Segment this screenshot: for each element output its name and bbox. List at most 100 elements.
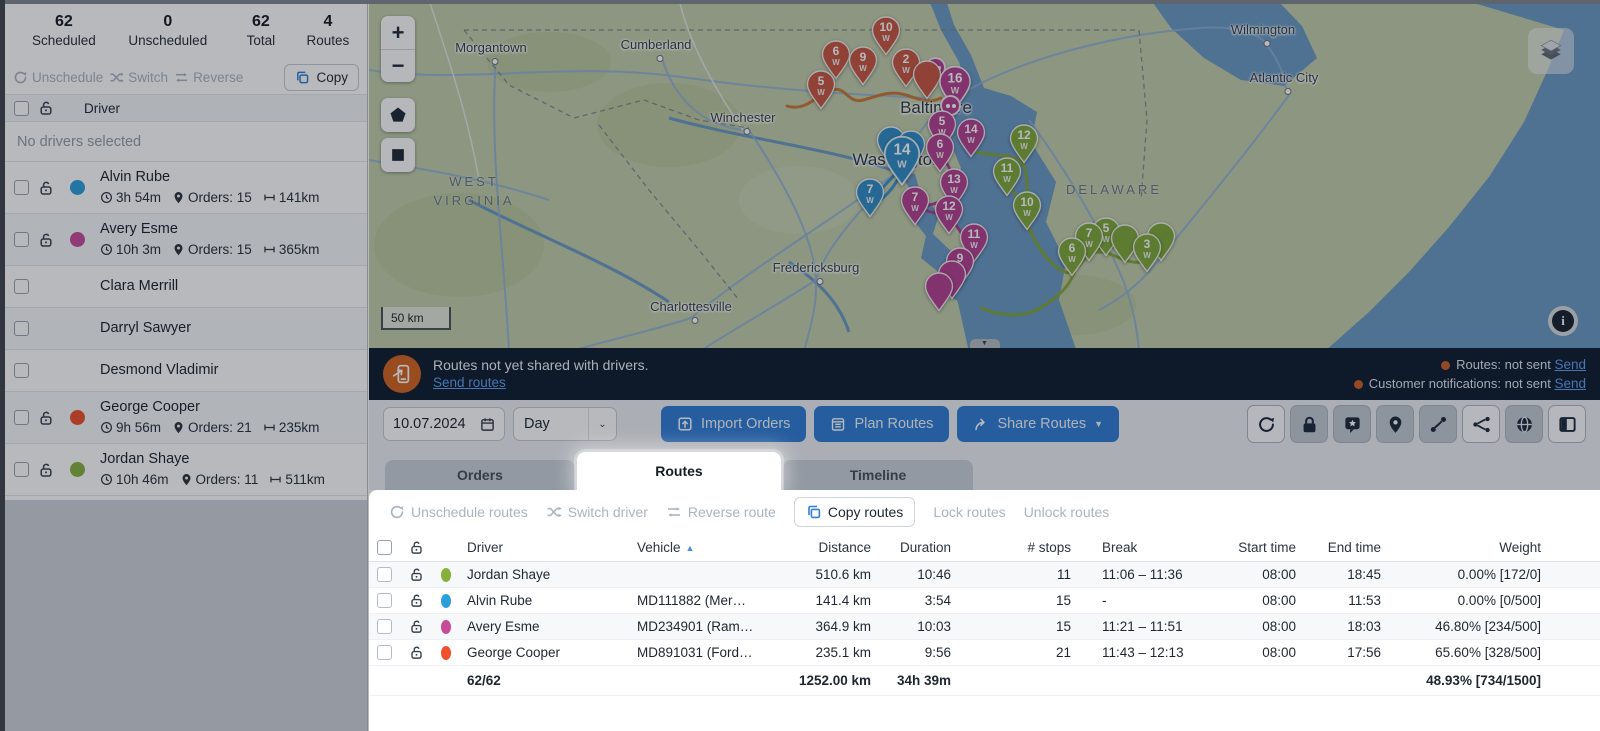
col-stops[interactable]: # stops (1027, 540, 1071, 555)
map-info-button[interactable]: i (1548, 306, 1578, 336)
route-checkbox[interactable] (377, 645, 392, 660)
driver-checkbox[interactable] (14, 232, 29, 247)
driver-row[interactable]: Darryl Sawyer (5, 308, 367, 350)
col-break[interactable]: Break (1102, 540, 1138, 555)
unschedule-routes-button[interactable]: Unschedule routes (389, 504, 528, 520)
route-checkbox[interactable] (377, 567, 392, 582)
flag-bubble-icon (1343, 415, 1362, 434)
route-row[interactable]: Avery Esme MD234901 (Ram… 364.9 km 10:03… (369, 614, 1600, 640)
map-pin[interactable]: 10 W (871, 16, 901, 56)
route-button[interactable] (1419, 405, 1457, 443)
driver-checkbox[interactable] (14, 321, 29, 336)
polygon-select-button[interactable] (381, 98, 415, 132)
switch-driver-button[interactable]: Switch driver (546, 504, 648, 520)
driver-row[interactable]: Avery Esme 10h 3m Orders: 15 365km (5, 214, 367, 266)
map-pin[interactable] (1110, 224, 1140, 264)
reverse-route-button[interactable]: Reverse route (666, 504, 776, 520)
lock-button[interactable] (1290, 405, 1328, 443)
routes-send-link[interactable]: Send (1554, 357, 1586, 372)
import-orders-button[interactable]: Import Orders (661, 406, 807, 442)
route-checkbox[interactable] (377, 619, 392, 634)
driver-checkbox[interactable] (14, 279, 29, 294)
driver-checkbox[interactable] (14, 363, 29, 378)
unlock-icon[interactable] (409, 593, 424, 608)
flag-bubble-button[interactable] (1333, 405, 1371, 443)
map-pin[interactable] (912, 60, 942, 100)
driver-checkbox[interactable] (14, 462, 29, 477)
copy-button[interactable]: Copy (284, 63, 359, 91)
copy-routes-button[interactable]: Copy routes (793, 497, 916, 527)
map-layers-button[interactable] (1528, 28, 1574, 74)
col-vehicle[interactable]: Vehicle ▲ (637, 540, 695, 555)
tab-routes[interactable]: Routes (577, 452, 781, 490)
route-branch-button[interactable] (1462, 405, 1500, 443)
driver-row[interactable]: Desmond Vladimir (5, 350, 367, 392)
plan-routes-button[interactable]: Plan Routes (814, 406, 950, 442)
route-row[interactable]: George Cooper MD891031 (Ford… 235.1 km 9… (369, 640, 1600, 666)
globe-button[interactable] (1505, 405, 1543, 443)
unlock-icon[interactable] (409, 619, 424, 634)
map-pin[interactable] (924, 272, 954, 312)
driver-row[interactable]: George Cooper 9h 56m Orders: 21 235km (5, 392, 367, 444)
map-pin[interactable]: 12 W (934, 195, 964, 235)
map-pin[interactable]: 10 W (1012, 191, 1042, 231)
unlock-icon[interactable] (409, 567, 424, 582)
col-weight[interactable]: Weight (1499, 540, 1541, 555)
reverse-button[interactable]: Reverse (174, 70, 243, 85)
switch-button[interactable]: Switch (109, 70, 168, 85)
city-marker (816, 278, 824, 285)
refresh-button[interactable] (1247, 405, 1285, 443)
zoom-out-button[interactable]: − (381, 49, 415, 82)
side-panel-button[interactable] (1548, 405, 1586, 443)
location-pin-button[interactable] (1376, 405, 1414, 443)
caret-down-icon: ▼ (1094, 419, 1104, 429)
route-row[interactable]: Jordan Shaye 510.6 km 10:46 11 11:06 – 1… (369, 562, 1600, 588)
driver-row[interactable]: Alvin Rube 3h 54m Orders: 15 141km (5, 162, 367, 214)
unlock-icon[interactable] (38, 410, 54, 426)
unlock-icon[interactable] (38, 180, 54, 196)
unschedule-button[interactable]: Unschedule (13, 70, 103, 85)
tab-timeline[interactable]: Timeline (783, 460, 973, 490)
lock-routes-button[interactable]: Lock routes (933, 504, 1005, 520)
date-picker[interactable]: 10.07.2024 (383, 407, 505, 441)
share-routes-button[interactable]: Share Routes ▼ (957, 406, 1120, 442)
send-routes-link[interactable]: Send routes (433, 375, 506, 390)
zoom-in-button[interactable]: + (391, 19, 405, 45)
map-pin[interactable]: 14 W (956, 118, 986, 158)
route-checkbox[interactable] (377, 593, 392, 608)
unlock-routes-button[interactable]: Unlock routes (1024, 504, 1110, 520)
map-pin[interactable]: 12 W (1009, 124, 1039, 164)
route-row[interactable]: Alvin Rube MD111882 (Mer… 141.4 km 3:54 … (369, 588, 1600, 614)
driver-checkbox[interactable] (14, 180, 29, 195)
rectangle-select-button[interactable] (381, 138, 415, 172)
unlock-icon[interactable] (409, 645, 424, 660)
map-collapse-handle[interactable]: ▼ (969, 339, 1000, 348)
col-end-time[interactable]: End time (1327, 540, 1381, 555)
driver-row[interactable]: Clara Merrill (5, 266, 367, 308)
tab-orders[interactable]: Orders (385, 460, 575, 490)
driver-row[interactable]: Jordan Shaye 10h 46m Orders: 11 511km (5, 444, 367, 496)
col-distance[interactable]: Distance (818, 540, 871, 555)
map-pin[interactable]: 14 W (883, 135, 921, 187)
col-driver[interactable]: Driver (467, 540, 503, 555)
unlock-icon[interactable] (38, 462, 54, 478)
map[interactable]: Morgantown Cumberland Winchester Wilmington… (369, 4, 1600, 348)
map-pin[interactable]: 11 W (992, 157, 1022, 197)
customer-send-link[interactable]: Send (1554, 376, 1586, 391)
col-start-time[interactable]: Start time (1238, 540, 1296, 555)
driver-checkbox[interactable] (14, 410, 29, 425)
select-all-routes-checkbox[interactable] (377, 540, 392, 555)
select-all-drivers-checkbox[interactable] (14, 100, 29, 116)
col-duration[interactable]: Duration (899, 540, 951, 555)
period-select[interactable]: Day ⌄ (513, 407, 617, 441)
unlock-icon[interactable] (38, 232, 54, 248)
